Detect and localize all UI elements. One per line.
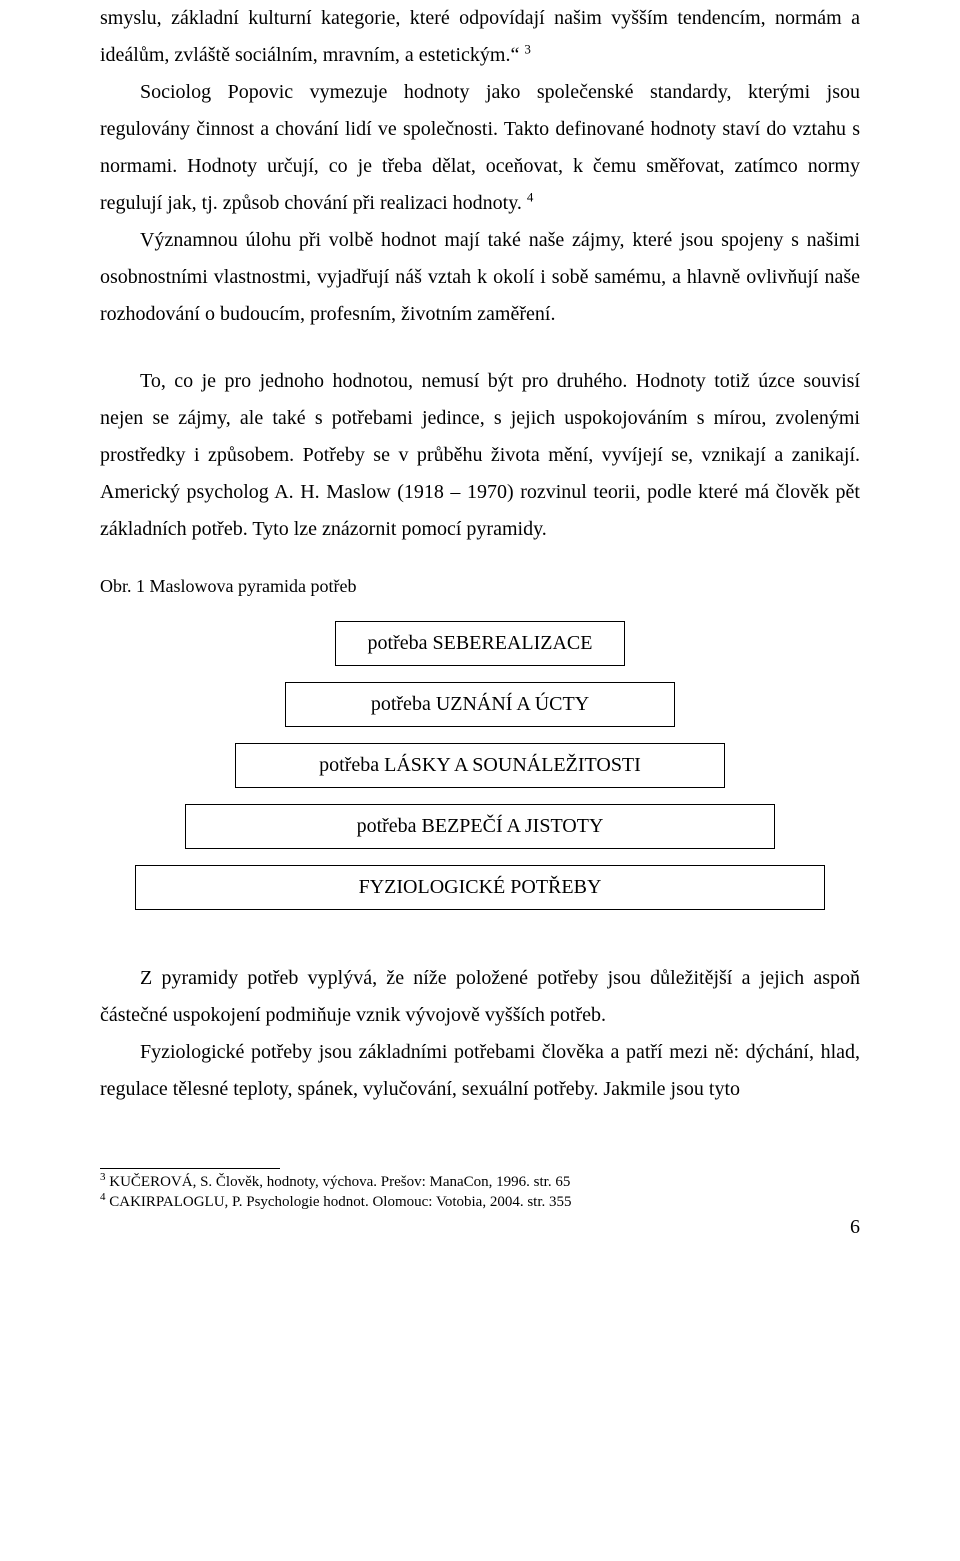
footnote-separator bbox=[100, 1168, 280, 1169]
pyramid-tier-5: FYZIOLOGICKÉ POTŘEBY bbox=[135, 865, 825, 910]
footnote-3-text: KUČEROVÁ, S. Člověk, hodnoty, výchova. P… bbox=[106, 1174, 571, 1190]
document-page: smyslu, základní kulturní kategorie, kte… bbox=[0, 0, 960, 1299]
footnote-4-text: CAKIRPALOGLU, P. Psychologie hodnot. Olo… bbox=[106, 1194, 572, 1210]
para1-text: smyslu, základní kulturní kategorie, kte… bbox=[100, 7, 860, 66]
para6-text: Fyziologické potřeby jsou základními pot… bbox=[100, 1041, 860, 1100]
paragraph-2: Sociolog Popovic vymezuje hodnoty jako s… bbox=[100, 74, 860, 222]
pyramid-tier-1: potřeba SEBEREALIZACE bbox=[335, 621, 625, 666]
pyramid-tier-2: potřeba UZNÁNÍ A ÚCTY bbox=[285, 682, 675, 727]
figure-caption: Obr. 1 Maslowova pyramida potřeb bbox=[100, 576, 860, 597]
para3-text: Významnou úlohu při volbě hodnot mají ta… bbox=[100, 229, 860, 325]
pyramid-tier-4: potřeba BEZPEČÍ A JISTOTY bbox=[185, 804, 775, 849]
paragraph-3: Významnou úlohu při volbě hodnot mají ta… bbox=[100, 222, 860, 333]
footnote-ref-4: 4 bbox=[527, 189, 534, 204]
footnote-ref-3: 3 bbox=[524, 41, 531, 56]
para4-text: To, co je pro jednoho hodnotou, nemusí b… bbox=[100, 370, 860, 540]
paragraph-5: Z pyramidy potřeb vyplývá, že níže polož… bbox=[100, 960, 860, 1034]
pyramid-tier-3: potřeba LÁSKY A SOUNÁLEŽITOSTI bbox=[235, 743, 725, 788]
paragraph-4: To, co je pro jednoho hodnotou, nemusí b… bbox=[100, 363, 860, 548]
para5-text: Z pyramidy potřeb vyplývá, že níže polož… bbox=[100, 967, 860, 1026]
para2-text: Sociolog Popovic vymezuje hodnoty jako s… bbox=[100, 81, 860, 214]
paragraph-spacer bbox=[100, 333, 860, 363]
footnote-4: 4 CAKIRPALOGLU, P. Psychologie hodnot. O… bbox=[100, 1193, 860, 1213]
paragraph-6: Fyziologické potřeby jsou základními pot… bbox=[100, 1034, 860, 1108]
footnote-3: 3 KUČEROVÁ, S. Člověk, hodnoty, výchova.… bbox=[100, 1173, 860, 1193]
paragraph-1: smyslu, základní kulturní kategorie, kte… bbox=[100, 0, 860, 74]
page-number: 6 bbox=[100, 1216, 860, 1239]
maslow-pyramid: potřeba SEBEREALIZACE potřeba UZNÁNÍ A Ú… bbox=[100, 621, 860, 910]
